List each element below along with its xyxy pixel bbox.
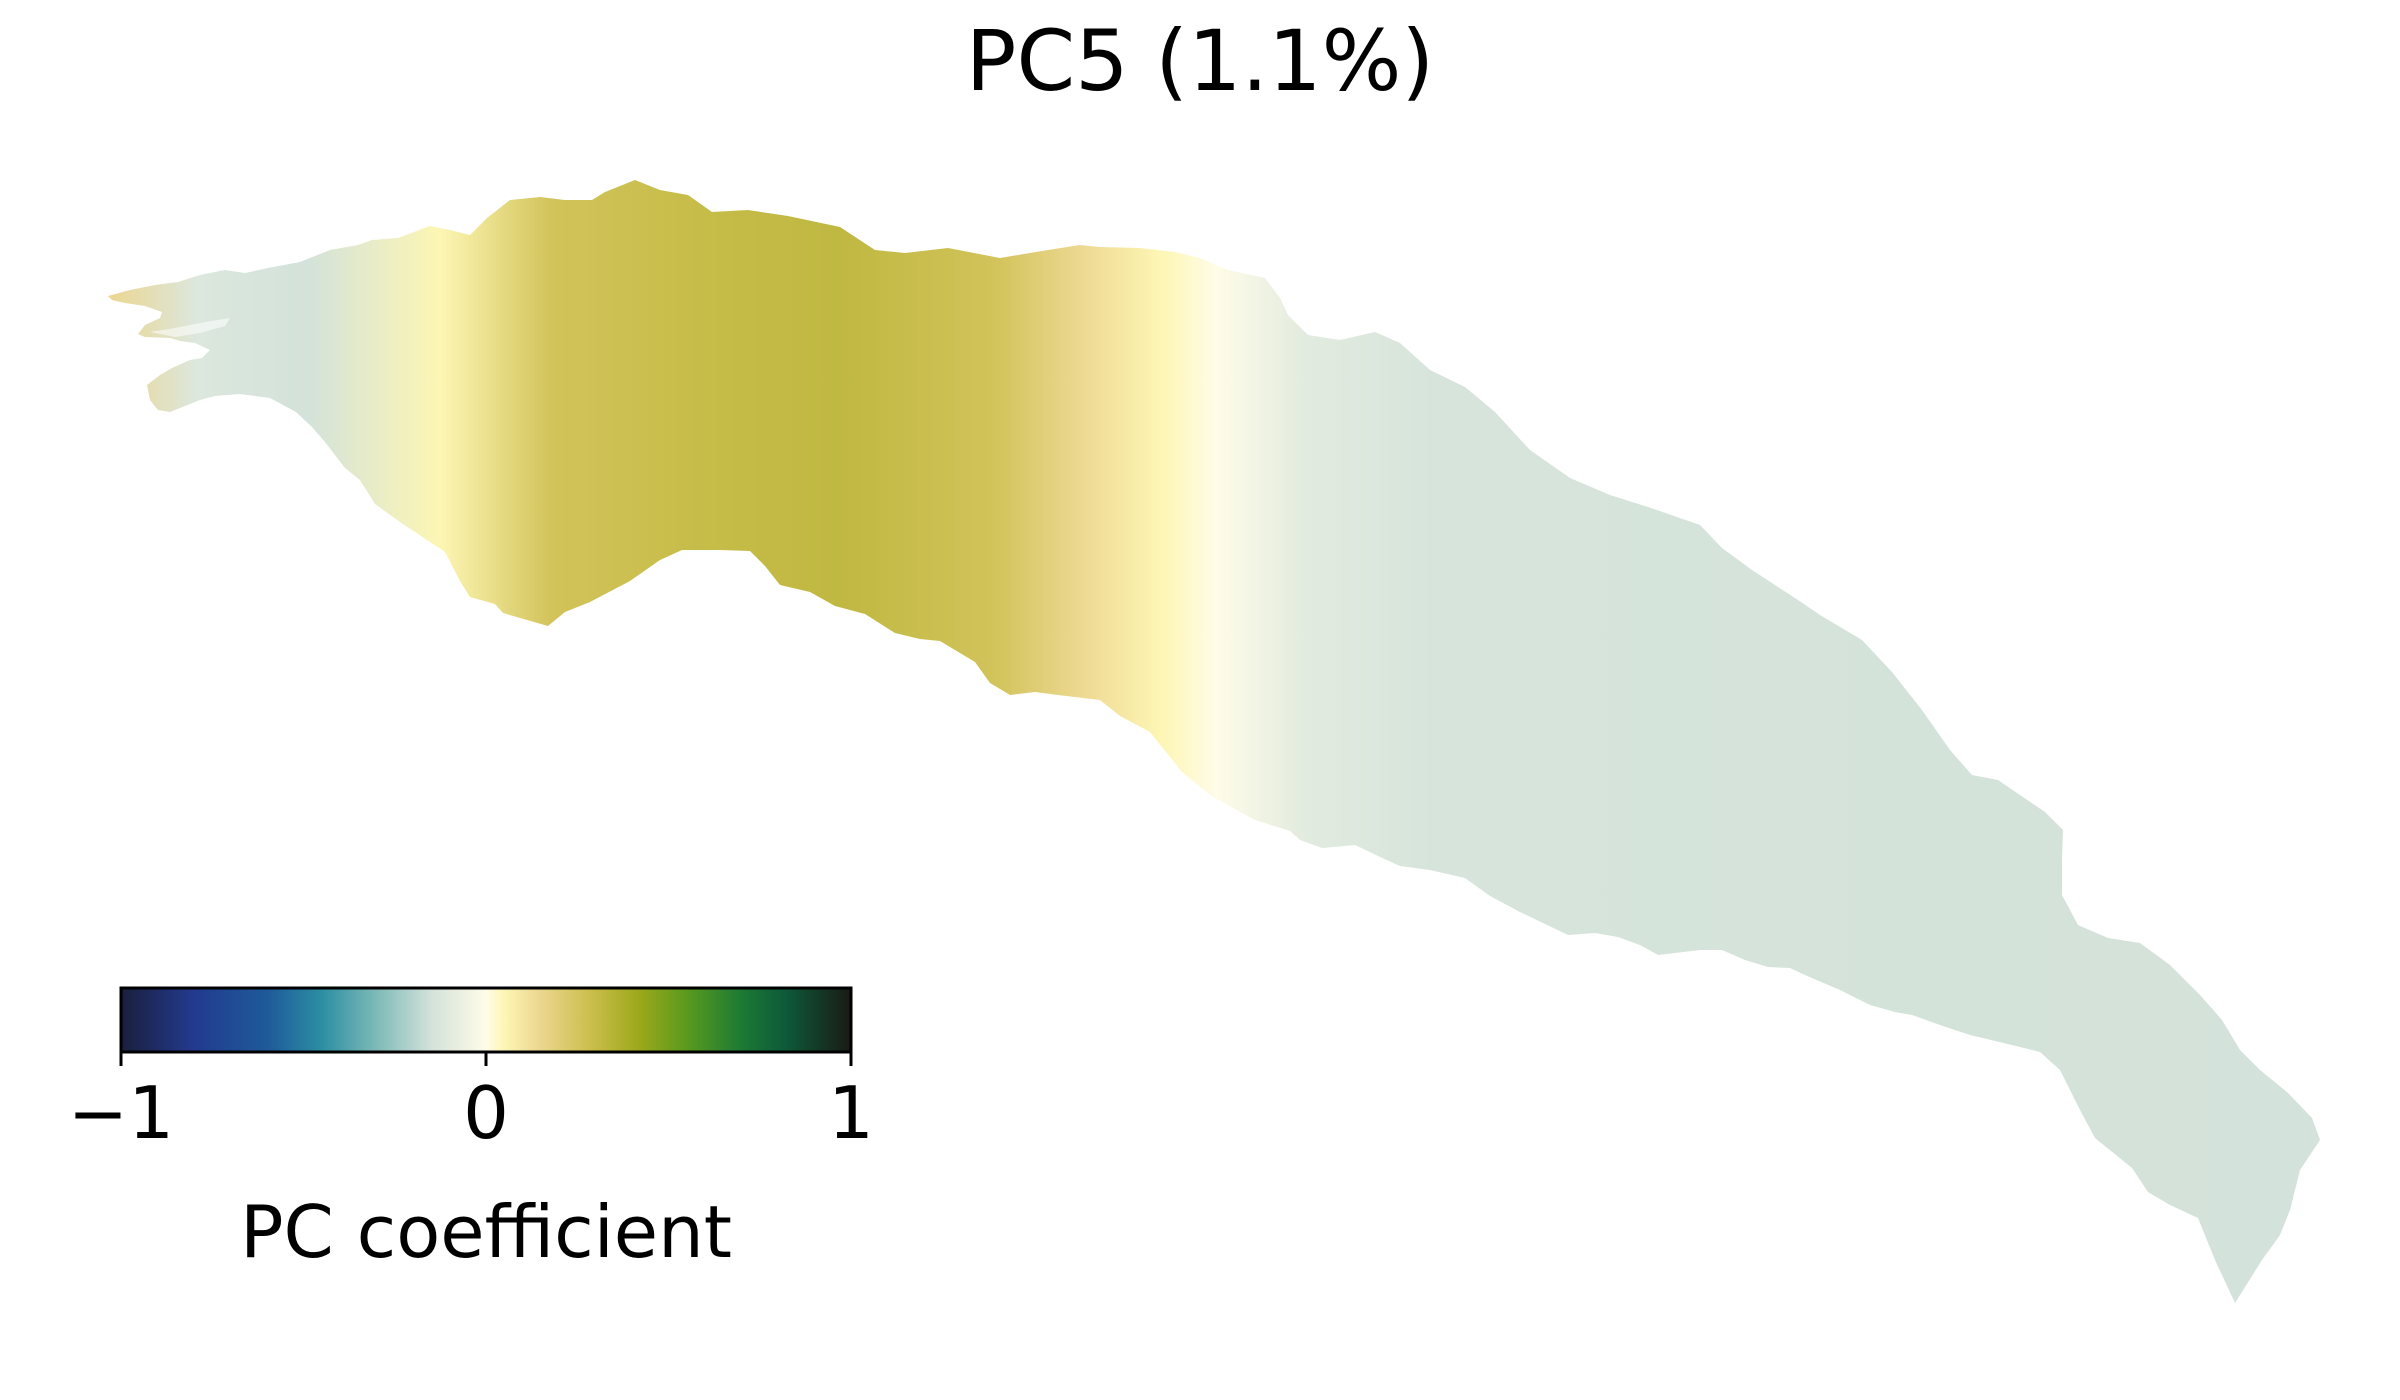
colorbar-fill — [121, 988, 851, 1052]
colorbar-ticks: −1 0 1 — [68, 1052, 874, 1155]
colorbar-label: PC coefficient — [240, 1190, 732, 1274]
colorbar-tick-label: 0 — [463, 1071, 509, 1155]
chart-title: PC5 (1.1%) — [966, 12, 1434, 110]
mesh-shape — [108, 180, 2320, 1303]
mesh-inner-notch — [150, 318, 230, 337]
colorbar-tick-label: 1 — [828, 1071, 874, 1155]
colorbar-tick-label: −1 — [68, 1071, 174, 1155]
colorbar: −1 0 1 PC coefficient — [68, 986, 874, 1274]
mesh-plot — [108, 180, 2320, 1303]
